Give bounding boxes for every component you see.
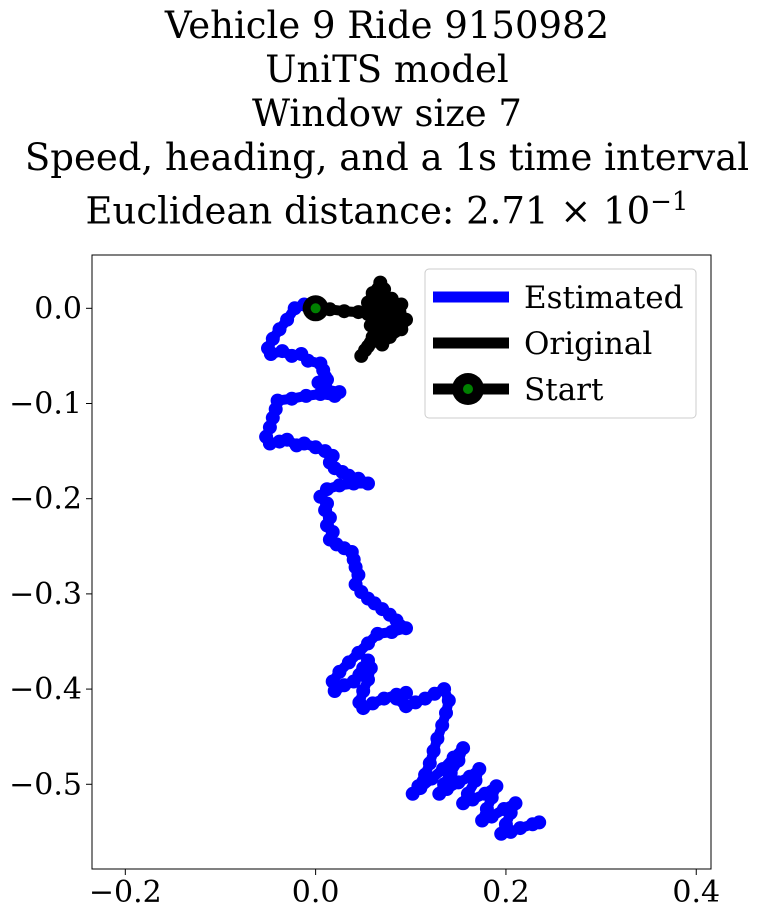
distance-exponent: −1 <box>650 187 689 217</box>
estimated-point <box>437 682 452 697</box>
estimated-point <box>399 621 413 636</box>
x-tick-label: −0.2 <box>89 875 162 910</box>
estimated-point <box>280 312 295 327</box>
estimated-point <box>361 476 375 491</box>
estimated-point <box>370 626 385 641</box>
estimated-point <box>489 779 504 794</box>
estimated-point <box>377 691 392 706</box>
x-tick-label: 0.4 <box>672 875 720 910</box>
estimated-point <box>297 436 312 451</box>
y-tick-label: −0.5 <box>9 767 82 802</box>
title-line-1: Vehicle 9 Ride 9150982 <box>164 4 610 47</box>
original-point <box>380 326 394 341</box>
start-marker <box>310 303 321 314</box>
estimated-point <box>363 661 378 676</box>
original-point <box>337 304 352 319</box>
estimated-point <box>451 753 466 768</box>
estimated-point <box>301 353 315 368</box>
legend-box <box>424 268 697 419</box>
estimated-point <box>441 693 456 708</box>
estimated-point <box>468 773 483 788</box>
estimated-point <box>313 387 328 401</box>
estimated-point <box>424 771 439 786</box>
estimated-point <box>503 805 518 820</box>
estimated-point <box>465 792 480 807</box>
estimated-point <box>422 756 437 771</box>
estimated-point <box>430 731 445 746</box>
title-line-5: Euclidean distance: 2.71 × 10−1 <box>0 180 774 233</box>
title-line-3: Window size 7 <box>252 92 522 135</box>
estimated-point <box>361 672 375 687</box>
estimated-point <box>426 744 441 758</box>
estimated-point <box>532 815 547 830</box>
estimated-point <box>484 809 499 824</box>
estimated-point <box>451 775 466 790</box>
estimated-point <box>484 790 499 805</box>
estimated-point <box>327 388 342 403</box>
estimated-point <box>443 765 458 780</box>
estimated-point <box>389 613 404 628</box>
x-tick-label: 0.2 <box>482 875 530 910</box>
estimated-point <box>439 782 454 796</box>
distance-mantissa: 2.71 <box>466 189 549 233</box>
estimated-point <box>287 301 302 316</box>
estimated-point <box>384 625 399 639</box>
estimated-point <box>456 741 471 756</box>
y-tick-label: 0.0 <box>34 291 82 326</box>
plot-frame <box>91 254 712 870</box>
estimated-point <box>361 636 375 651</box>
estimated-point <box>263 347 278 361</box>
estimated-point <box>299 388 314 403</box>
estimated-point <box>513 821 528 836</box>
distance-base: 10 <box>603 189 651 233</box>
legend-label-estimated: Estimated <box>524 280 683 316</box>
estimated-point <box>413 781 428 796</box>
estimated-point <box>341 655 356 670</box>
estimated-point <box>389 691 404 706</box>
legend-label-original: Original <box>524 326 652 362</box>
y-tick-label: −0.4 <box>9 672 82 707</box>
estimated-point <box>472 762 487 776</box>
original-point <box>365 308 380 323</box>
y-tick-label: −0.1 <box>9 387 82 422</box>
distance-prefix: Euclidean distance: <box>85 189 467 233</box>
legend: Estimated Original Start <box>424 268 697 419</box>
estimated-point <box>365 696 380 711</box>
legend-start-marker <box>463 384 473 394</box>
axes: −0.2 0.0 0.2 0.4 0.0 −0.1 −0.2 −0.3 −0.4 −0.5 <box>9 291 720 910</box>
original-point <box>373 275 388 290</box>
y-tick-label: −0.3 <box>9 577 82 612</box>
estimated-point <box>332 478 347 493</box>
estimated-point <box>284 391 299 406</box>
plot-area <box>259 275 547 841</box>
estimated-point <box>435 718 450 733</box>
original-point <box>394 297 409 312</box>
title-line-2: UniTS model <box>265 48 509 91</box>
distance-times: × <box>560 189 592 233</box>
estimated-point <box>439 705 453 720</box>
estimated-point <box>356 684 371 698</box>
legend-label-start: Start <box>524 372 604 408</box>
original-point <box>375 301 390 316</box>
estimated-point <box>351 645 366 660</box>
x-tick-label: 0.0 <box>292 875 340 910</box>
title-line-4: Speed, heading, and a 1s time interval <box>24 136 750 179</box>
estimated-point <box>346 476 361 491</box>
y-tick-label: −0.2 <box>9 482 82 517</box>
chart-title: Vehicle 9 Ride 9150982 UniTS model Windo… <box>0 4 774 233</box>
